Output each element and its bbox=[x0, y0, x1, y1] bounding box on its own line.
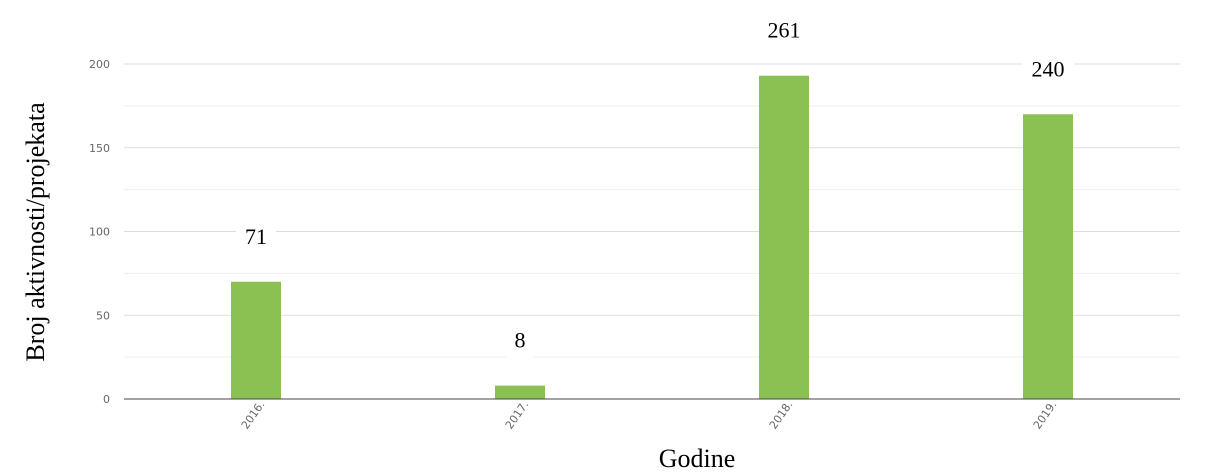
bar bbox=[495, 385, 545, 399]
data-label: 8 bbox=[515, 328, 526, 353]
bar bbox=[759, 75, 809, 399]
y-tick-label: 50 bbox=[96, 309, 110, 322]
x-tick-label: 2019. bbox=[1031, 398, 1060, 431]
y-tick-label: 100 bbox=[89, 226, 110, 239]
y-tick-label: 0 bbox=[103, 393, 110, 406]
bars bbox=[231, 75, 1073, 399]
data-label-background bbox=[758, 15, 810, 48]
x-tick-label: 2017. bbox=[503, 398, 532, 431]
y-tick-label: 150 bbox=[89, 142, 110, 155]
data-label-background bbox=[1022, 54, 1074, 87]
y-axis-title: Broj aktivnosti/projekata bbox=[21, 102, 50, 362]
data-label-background bbox=[506, 325, 534, 358]
y-axis-ticks: 0 50 100 150 200 bbox=[89, 58, 110, 406]
bar bbox=[231, 281, 281, 399]
data-label: 240 bbox=[1032, 56, 1065, 81]
bar bbox=[1023, 114, 1073, 399]
data-label-background bbox=[236, 221, 276, 254]
data-label: 71 bbox=[245, 224, 267, 249]
data-label: 261 bbox=[768, 18, 801, 43]
x-tick-label: 2018. bbox=[767, 398, 796, 431]
x-tick-label: 2016. bbox=[239, 398, 268, 431]
grid-lines bbox=[124, 63, 1180, 358]
x-axis-title: Godine bbox=[659, 444, 736, 472]
data-labels: 71 8 261 240 bbox=[236, 15, 1074, 358]
x-axis-ticks: 2016. 2017. 2018. 2019. bbox=[239, 398, 1060, 431]
y-tick-label: 200 bbox=[89, 58, 110, 71]
